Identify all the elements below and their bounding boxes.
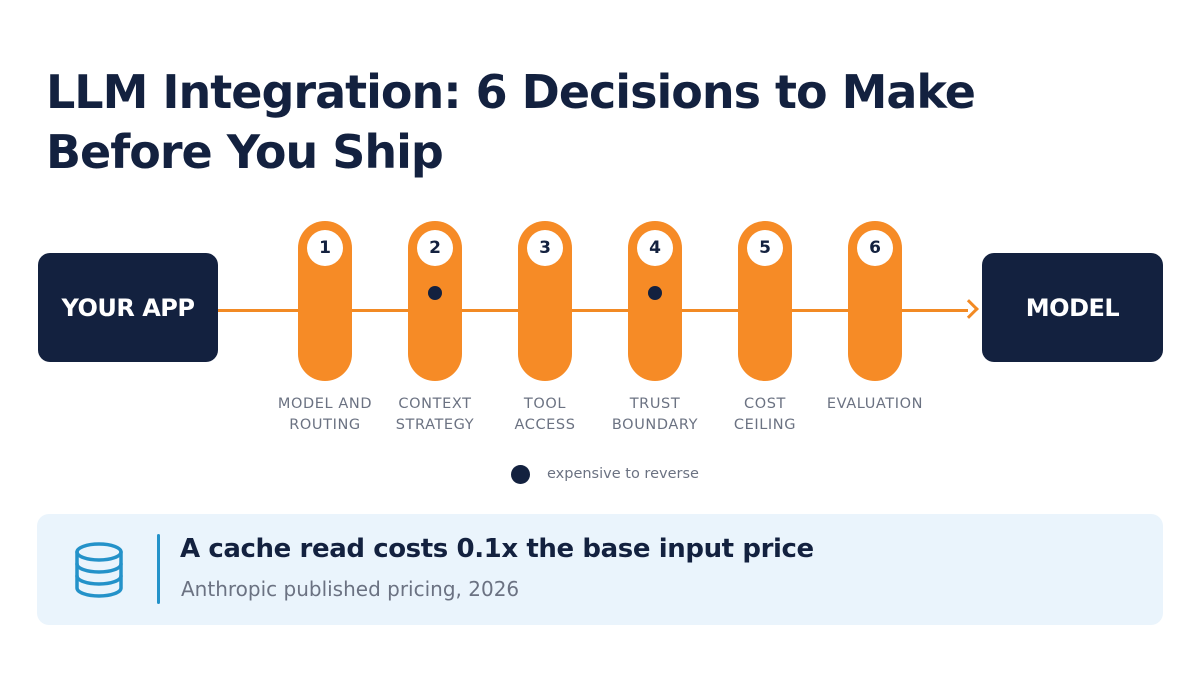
step-number-badge: 3 xyxy=(527,230,563,266)
decision-step-4: 4 xyxy=(628,221,682,381)
decision-step-3: 3 xyxy=(518,221,572,381)
legend-dot-icon xyxy=(511,464,530,484)
step-label-line: MODEL AND xyxy=(277,396,373,412)
step-number-badge: 5 xyxy=(747,230,783,266)
decision-step-6: 6 xyxy=(848,221,902,381)
step-number-badge: 1 xyxy=(307,230,343,266)
step-label-line: TOOL xyxy=(523,396,567,412)
step-label-line: ACCESS xyxy=(514,417,576,433)
callout-source: Anthropic published pricing, 2026 xyxy=(181,577,520,601)
step-number-badge: 4 xyxy=(637,230,673,266)
callout-divider xyxy=(157,534,160,604)
model-box: MODEL xyxy=(982,253,1163,362)
legend-label: expensive to reverse xyxy=(547,466,699,482)
database-icon xyxy=(71,541,127,599)
decision-step-5: 5 xyxy=(738,221,792,381)
step-label-line: BOUNDARY xyxy=(611,417,699,433)
stat-callout: A cache read costs 0.1x the base input p… xyxy=(37,514,1163,625)
page-title-line-1: LLM Integration: 6 Decisions to Make xyxy=(46,65,976,119)
step-label-5: COST CEILING xyxy=(710,394,820,436)
step-label-line: STRATEGY xyxy=(395,417,475,433)
your-app-box: YOUR APP xyxy=(38,253,218,362)
step-label-line: TRUST xyxy=(629,396,681,412)
expensive-to-reverse-marker xyxy=(428,286,442,300)
flow-arrow-line xyxy=(218,309,968,312)
step-label-line: ROUTING xyxy=(289,417,361,433)
step-label-line: EVALUATION xyxy=(826,396,924,412)
step-label-line: CEILING xyxy=(733,417,797,433)
step-number-badge: 6 xyxy=(857,230,893,266)
step-label-3: TOOL ACCESS xyxy=(490,394,600,436)
expensive-to-reverse-marker xyxy=(648,286,662,300)
step-number-badge: 2 xyxy=(417,230,453,266)
step-label-line: CONTEXT xyxy=(398,396,472,412)
page-title: LLM Integration: 6 Decisions to Make Bef… xyxy=(46,62,1046,182)
page-title-line-2: Before You Ship xyxy=(46,125,444,179)
legend: expensive to reverse xyxy=(511,464,699,484)
flow-arrow-head-icon xyxy=(959,299,979,319)
decision-step-2: 2 xyxy=(408,221,462,381)
callout-headline: A cache read costs 0.1x the base input p… xyxy=(180,534,814,564)
step-label-line: COST xyxy=(744,396,786,412)
step-label-1: MODEL AND ROUTING xyxy=(270,394,380,436)
decision-step-1: 1 xyxy=(298,221,352,381)
step-label-4: TRUST BOUNDARY xyxy=(600,394,710,436)
step-label-2: CONTEXT STRATEGY xyxy=(380,394,490,436)
step-label-6: EVALUATION xyxy=(820,394,930,415)
